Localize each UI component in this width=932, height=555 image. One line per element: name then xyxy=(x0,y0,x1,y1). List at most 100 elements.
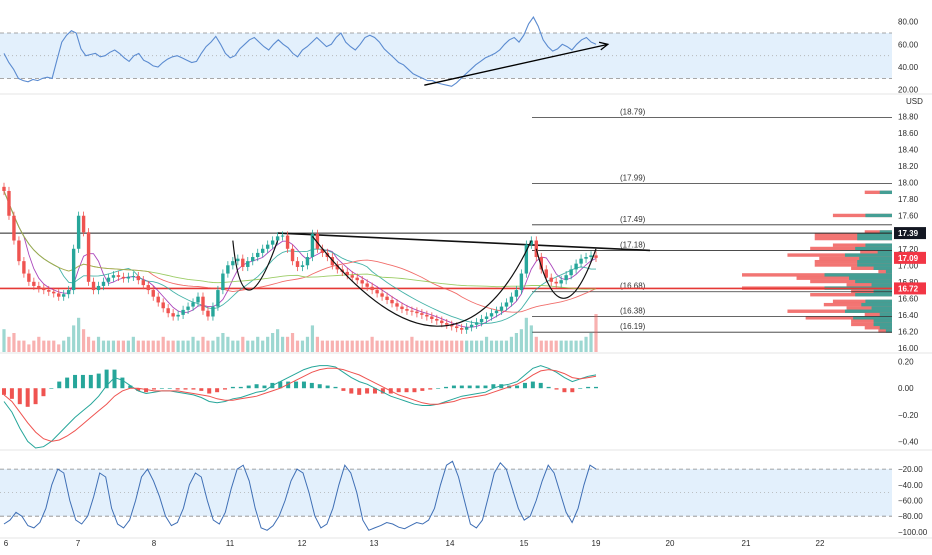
level-label-6: (16.19) xyxy=(620,322,646,331)
macd-histogram-bar xyxy=(570,388,575,393)
volume-bar xyxy=(544,340,548,352)
candle-body xyxy=(111,275,116,278)
candle-body xyxy=(484,316,489,319)
macd-histogram-bar xyxy=(223,388,228,390)
volume-profile-bar xyxy=(846,283,892,287)
macd-histogram-bar xyxy=(49,388,54,389)
candle-body xyxy=(435,318,439,321)
volume-profile-bar xyxy=(864,230,892,234)
candle-body xyxy=(106,277,111,282)
volume-bar xyxy=(460,340,464,352)
macd-histogram-bar xyxy=(73,374,78,389)
volume-bar xyxy=(534,336,538,352)
volume-bar xyxy=(405,340,409,352)
volume-bar xyxy=(62,340,66,352)
volume-bar xyxy=(524,317,528,352)
volume-bar xyxy=(161,336,165,352)
volume-bar xyxy=(32,340,36,352)
macd-histogram-bar xyxy=(491,384,496,389)
volume-bar xyxy=(539,340,543,352)
volume-profile-bar-up xyxy=(849,276,892,280)
candle-body xyxy=(549,277,553,282)
volume-bar xyxy=(106,340,111,352)
candle-body xyxy=(52,291,56,294)
macd-histogram-bar xyxy=(65,377,70,389)
volume-profile-bar-up xyxy=(824,273,892,277)
candle-body xyxy=(22,261,26,274)
macd-histogram-bar xyxy=(475,385,480,389)
candle-body xyxy=(385,296,389,300)
candle-body xyxy=(464,327,469,330)
candle-body xyxy=(544,269,548,278)
x-tick-label-2: 8 xyxy=(152,539,157,548)
candle-body xyxy=(504,302,509,307)
macd-histogram-bar xyxy=(309,382,314,389)
candle-body xyxy=(345,271,349,276)
macd-tick-label-1: 0.00 xyxy=(898,384,914,393)
volume-bar xyxy=(529,325,533,352)
macd-histogram-bar xyxy=(396,388,401,393)
candle-body xyxy=(17,240,21,262)
volume-bar xyxy=(57,344,61,352)
williams-panel: −20.00 −40.00 −60.00 −80.00 −100.00 xyxy=(0,460,928,537)
volume-profile-bar-up xyxy=(871,306,892,310)
volume-bar xyxy=(519,329,523,352)
price-tag-label-1: 17.09 xyxy=(898,254,919,263)
level-label-4: (16.68) xyxy=(620,282,646,291)
volume-bar xyxy=(256,336,260,352)
williams-tick-label-4: −100.00 xyxy=(898,528,928,537)
macd-tick-label-0: 0.20 xyxy=(898,358,914,367)
macd-histogram-bar xyxy=(128,385,133,389)
price-tick-label-2: 18.40 xyxy=(898,146,919,155)
candle-body xyxy=(2,186,6,191)
macd-histogram-bar xyxy=(404,388,409,393)
candle-body xyxy=(310,233,315,258)
volume-bar xyxy=(261,340,265,352)
macd-histogram-bar xyxy=(9,388,14,399)
volume-profile-bar xyxy=(851,319,892,323)
volume-bar xyxy=(574,340,578,352)
volume-bar xyxy=(509,336,514,352)
price-tick-label-5: 17.80 xyxy=(898,195,919,204)
candle-body xyxy=(156,296,160,303)
volume-bar xyxy=(276,329,280,352)
price-tick-label-13: 16.20 xyxy=(898,327,919,336)
volume-bar xyxy=(22,340,26,352)
volume-profile-bar-up xyxy=(865,213,892,218)
volume-bar xyxy=(216,336,220,352)
macd-histogram-bar xyxy=(538,382,543,389)
volume-bar xyxy=(2,329,6,352)
volume-profile-bar xyxy=(846,306,892,310)
price-tick-label-0: 18.80 xyxy=(898,113,919,122)
level-label-1: (17.99) xyxy=(620,174,646,183)
macd-histogram-bar xyxy=(136,388,141,391)
volume-profile-bar-up xyxy=(885,269,892,274)
volume-bar xyxy=(465,340,469,352)
price-tick-label-14: 16.00 xyxy=(898,344,919,353)
candle-body xyxy=(265,244,270,249)
candle-body xyxy=(27,273,31,282)
macd-histogram-bar xyxy=(159,388,164,389)
macd-histogram-bar xyxy=(349,388,354,394)
volume-bar xyxy=(221,333,225,352)
macd-histogram-bar xyxy=(562,388,567,393)
candle-body xyxy=(564,275,568,281)
candle-body xyxy=(221,273,225,291)
volume-bar xyxy=(7,336,11,352)
macd-histogram-bar xyxy=(380,388,385,394)
candle-body xyxy=(494,310,499,314)
candle-body xyxy=(71,248,76,291)
candle-body xyxy=(430,316,434,319)
volume-bar xyxy=(280,336,285,352)
volume-bar xyxy=(156,340,160,352)
macd-histogram-bar xyxy=(25,388,30,407)
volume-bar xyxy=(345,340,349,352)
macd-histogram-bar xyxy=(578,388,583,389)
volume-bar xyxy=(445,340,449,352)
volume-profile-bar xyxy=(742,273,892,277)
volume-bar xyxy=(475,340,479,352)
candle-body xyxy=(489,313,494,317)
volume-bar xyxy=(310,325,315,352)
price-tag-0 xyxy=(894,227,926,240)
